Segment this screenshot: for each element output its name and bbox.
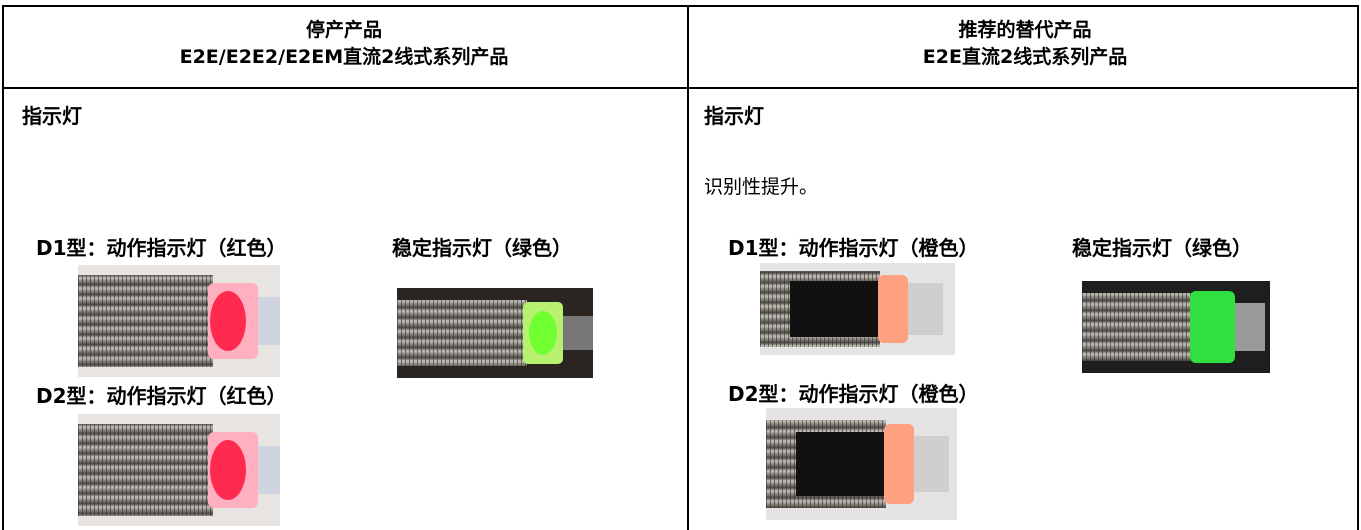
table-border xyxy=(1357,5,1359,530)
header: E2E直流2线式系列产品 xyxy=(922,46,1128,68)
label: D1型：动作指示灯（红色） xyxy=(36,236,287,260)
table-border xyxy=(2,5,4,530)
table-border xyxy=(687,5,689,530)
sensor-photo xyxy=(78,265,280,377)
sensor-photo xyxy=(766,408,957,520)
heading: 指示灯 xyxy=(704,104,764,128)
sensor-photo xyxy=(78,414,280,526)
label: D2型：动作指示灯（橙色） xyxy=(728,382,979,406)
header: 推荐的替代产品 xyxy=(958,19,1092,41)
heading: 指示灯 xyxy=(22,104,82,128)
sensor-photo xyxy=(397,288,593,378)
header: E2E/E2E2/E2EM直流2线式系列产品 xyxy=(179,46,509,68)
label: 稳定指示灯（绿色） xyxy=(1072,236,1252,260)
note: 识别性提升。 xyxy=(704,176,819,198)
sensor-photo xyxy=(1082,281,1270,373)
table-border xyxy=(2,5,1359,7)
header: 停产产品 xyxy=(305,19,382,41)
label: 稳定指示灯（绿色） xyxy=(392,236,572,260)
label: D1型：动作指示灯（橙色） xyxy=(728,236,979,260)
sensor-photo xyxy=(760,263,955,355)
label: D2型：动作指示灯（红色） xyxy=(36,384,287,408)
table-border xyxy=(2,87,1359,89)
